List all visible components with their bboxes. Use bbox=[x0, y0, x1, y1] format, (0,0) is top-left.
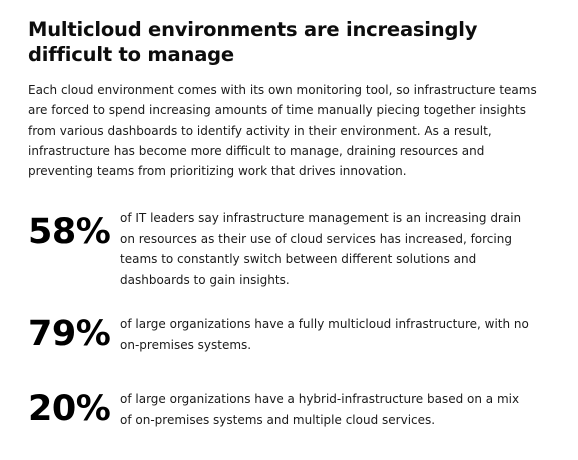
stat-percentage: 79% bbox=[28, 314, 111, 354]
stat-description: of large organizations have a fully mult… bbox=[120, 317, 529, 352]
stat-percentage: 58% bbox=[28, 212, 111, 252]
stat-description: of IT leaders say infrastructure managem… bbox=[120, 211, 522, 287]
stat-description: of large organizations have a hybrid-inf… bbox=[120, 392, 520, 427]
intro-paragraph: Each cloud environment comes with its ow… bbox=[28, 83, 537, 179]
page-title: Multicloud environments are increasingly… bbox=[28, 18, 478, 66]
stat-percentage: 20% bbox=[28, 389, 111, 429]
